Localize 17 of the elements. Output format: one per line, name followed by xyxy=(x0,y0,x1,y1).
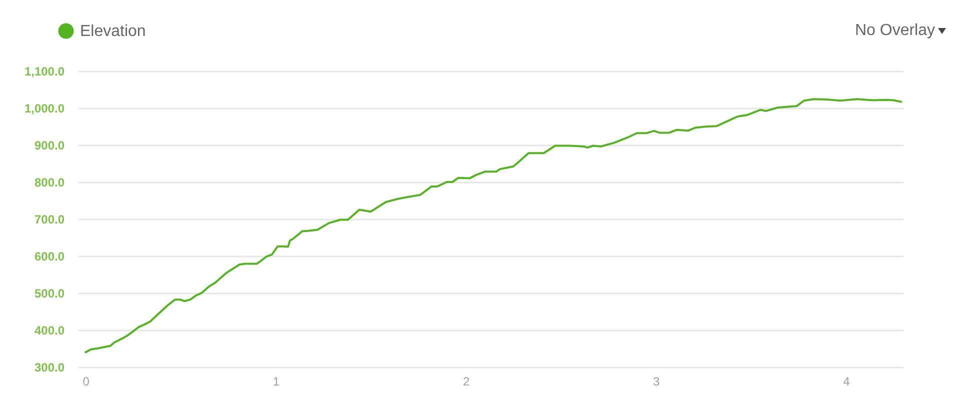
line-series xyxy=(84,98,902,354)
y-tick-label: 700.0 xyxy=(34,212,65,226)
y-tick-label: 500.0 xyxy=(34,286,65,300)
text: No Overlay xyxy=(854,22,935,40)
y-tick-label: 1,000.0 xyxy=(24,102,65,116)
x-tick-label: 4 xyxy=(843,374,850,388)
y-tick-label: 300.0 xyxy=(34,360,65,374)
legend-label: Elevation xyxy=(80,23,146,40)
x-tick-label: 0 xyxy=(82,374,90,388)
y-tick-label: 1,100.0 xyxy=(24,64,65,78)
x-tick-label: 1 xyxy=(272,374,280,388)
x-tick-label: 3 xyxy=(653,374,660,388)
x-tick-label: 2 xyxy=(462,374,470,388)
y-tick-label: 600.0 xyxy=(34,250,65,264)
y-tick-label: 400.0 xyxy=(34,324,65,338)
y-tick-label: 900.0 xyxy=(34,138,65,152)
y-tick-label: 800.0 xyxy=(34,176,65,190)
